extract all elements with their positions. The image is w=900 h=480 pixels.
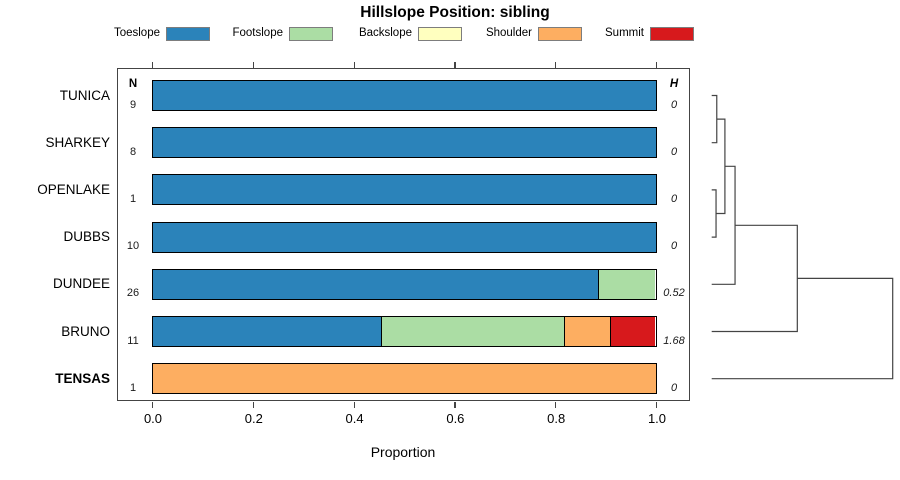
bar-segment-toeslope xyxy=(152,317,382,346)
n-value: 10 xyxy=(126,240,140,253)
bottom-tick xyxy=(252,401,254,408)
h-value: 0 xyxy=(670,381,678,394)
bottom-tick xyxy=(656,401,658,408)
legend-label: Toeslope xyxy=(113,27,160,39)
legend-swatch-summit xyxy=(650,27,694,41)
legend-swatch-toeslope xyxy=(166,27,210,41)
bottom-tick xyxy=(555,401,557,408)
top-tick xyxy=(353,62,355,68)
h-value: 1.68 xyxy=(663,334,685,347)
bar-segment-shoulder xyxy=(563,317,610,346)
legend-label: Summit xyxy=(605,27,644,39)
legend-label: Shoulder xyxy=(485,27,532,39)
bar-segment-toeslope xyxy=(152,128,656,158)
legend-swatch-footslope xyxy=(289,27,333,41)
bar-segment-summit xyxy=(609,317,656,346)
bar-segment-toeslope xyxy=(152,81,656,110)
bar-segment-footslope xyxy=(381,317,564,346)
bottom-tick xyxy=(454,401,456,408)
row-label-dundee: DUNDEE xyxy=(52,276,110,292)
stacked-bar-sharkey xyxy=(151,127,657,159)
bar-segment-toeslope xyxy=(152,222,656,252)
plot-area-box xyxy=(117,68,690,401)
stacked-bar-dundee xyxy=(151,268,657,300)
top-tick xyxy=(656,62,658,68)
h-value: 0 xyxy=(670,192,678,205)
n-value: 8 xyxy=(129,145,137,158)
row-label-tensas: TENSAS xyxy=(55,370,110,386)
row-label-bruno: BRUNO xyxy=(61,323,110,339)
top-tick xyxy=(252,62,254,68)
h-value: 0 xyxy=(670,145,678,158)
stacked-bar-dubbs xyxy=(151,221,657,253)
legend-label: Footslope xyxy=(232,27,283,39)
n-value: 26 xyxy=(126,287,140,300)
dendrogram-lines xyxy=(711,94,894,380)
n-value: 1 xyxy=(129,381,137,394)
n-value: 1 xyxy=(129,192,137,205)
n-value: 11 xyxy=(127,334,139,347)
bottom-tick xyxy=(152,401,154,408)
n-column-header: N xyxy=(128,78,138,90)
top-tick xyxy=(454,62,456,68)
row-label-sharkey: SHARKEY xyxy=(45,134,110,150)
tick-label: 0.0 xyxy=(143,411,163,426)
stacked-bar-openlake xyxy=(151,174,657,206)
bar-segment-shoulder xyxy=(152,364,656,394)
h-value: 0.52 xyxy=(663,287,685,300)
h-value: 0 xyxy=(670,240,678,253)
x-axis-title: Proportion xyxy=(370,444,436,460)
top-tick xyxy=(152,62,154,68)
row-label-dubbs: DUBBS xyxy=(63,229,110,245)
h-value: 0 xyxy=(670,98,678,111)
stacked-bar-tunica xyxy=(151,80,657,111)
bottom-tick xyxy=(353,401,355,408)
legend-swatch-backslope xyxy=(418,27,462,41)
bar-segment-toeslope xyxy=(152,269,598,299)
tick-label: 1.0 xyxy=(647,411,667,426)
top-tick xyxy=(555,62,557,68)
tick-label: 0.2 xyxy=(244,411,263,426)
tick-label: 0.6 xyxy=(446,411,465,426)
bar-segment-toeslope xyxy=(152,175,656,205)
stacked-bar-tensas xyxy=(151,363,657,395)
legend-label: Backslope xyxy=(358,27,412,39)
h-column-header: H xyxy=(669,78,679,90)
bar-segment-footslope xyxy=(597,269,656,299)
legend-swatch-shoulder xyxy=(538,27,582,41)
row-label-openlake: OPENLAKE xyxy=(37,181,110,197)
tick-label: 0.4 xyxy=(345,411,364,426)
tick-label: 0.8 xyxy=(547,411,566,426)
row-label-tunica: TUNICA xyxy=(59,87,110,103)
stacked-bar-bruno xyxy=(151,316,657,347)
n-value: 9 xyxy=(129,98,137,111)
chart-title: Hillslope Position: sibling xyxy=(360,4,550,21)
